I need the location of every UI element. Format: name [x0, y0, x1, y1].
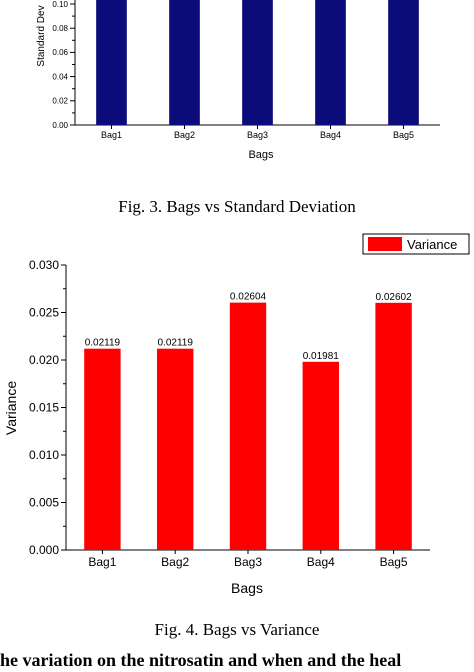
legend: Variance — [362, 233, 470, 255]
data-label: 0.02602 — [376, 292, 413, 303]
figure-3-caption: Fig. 3. Bags vs Standard Deviation — [118, 197, 356, 216]
bar-bag4 — [302, 361, 339, 550]
x-tick-label: Bag1 — [88, 555, 116, 569]
x-axis-title: Bags — [231, 580, 263, 596]
bar-bag3 — [242, 0, 273, 125]
bar-bag2 — [169, 0, 200, 125]
bar-bag5 — [375, 302, 412, 550]
std-dev-bar-chart: 0.00 0.02 0.04 0.06 0.08 0.10 Bag1 Bag2 Bag3 Bag… — [36, 0, 440, 161]
x-tick-label: Bag3 — [234, 555, 262, 569]
x-tick-label: Bag1 — [101, 130, 122, 140]
y-tick-label: 0.025 — [29, 306, 59, 320]
y-tick-label: 0.030 — [29, 258, 59, 272]
y-tick-label: 0.000 — [29, 543, 59, 557]
data-label: 0.02604 — [230, 292, 267, 303]
y-tick-label: 0.08 — [52, 24, 68, 33]
bar-bag2 — [157, 348, 194, 550]
x-tick-label: Bag4 — [320, 130, 341, 140]
bar-bag5 — [388, 0, 419, 125]
y-tick-label: 0.04 — [52, 72, 68, 81]
data-label: 0.02119 — [157, 338, 193, 349]
body-text-fragment: he variation on the nitrosatin and when … — [0, 650, 402, 670]
x-tick-label: Bag2 — [161, 555, 189, 569]
data-label: 0.02119 — [85, 338, 121, 349]
x-tick-label: Bag5 — [380, 555, 408, 569]
x-tick-label: Bag2 — [174, 130, 195, 140]
bar-bag1 — [96, 0, 127, 125]
x-tick-label: Bag5 — [393, 130, 414, 140]
figure-4-caption: Fig. 4. Bags vs Variance — [154, 620, 320, 639]
y-tick-label: 0.00 — [52, 121, 68, 130]
y-tick-label: 0.02 — [52, 97, 68, 106]
y-tick-label: 0.10 — [52, 0, 68, 9]
x-axis-title: Bags — [248, 149, 274, 161]
legend-swatch — [368, 237, 402, 251]
x-tick-label: Bag3 — [247, 130, 268, 140]
y-tick-label: 0.015 — [29, 401, 59, 415]
y-tick-label: 0.020 — [29, 353, 59, 367]
y-tick-label: 0.06 — [52, 48, 68, 57]
legend-label: Variance — [407, 237, 457, 252]
variance-bar-chart: Variance 0.000 0.005 0.010 0.015 0.020 0.025 0… — [3, 233, 470, 596]
x-tick-label: Bag4 — [307, 555, 335, 569]
y-axis-title: Standard Dev — [36, 5, 47, 66]
data-label: 0.01981 — [303, 351, 340, 362]
bar-bag4 — [315, 0, 346, 125]
y-axis-title: Variance — [3, 381, 19, 435]
bar-bag1 — [84, 348, 121, 550]
bar-bag3 — [229, 302, 267, 550]
y-tick-label: 0.010 — [29, 448, 59, 462]
y-tick-label: 0.005 — [29, 496, 59, 510]
